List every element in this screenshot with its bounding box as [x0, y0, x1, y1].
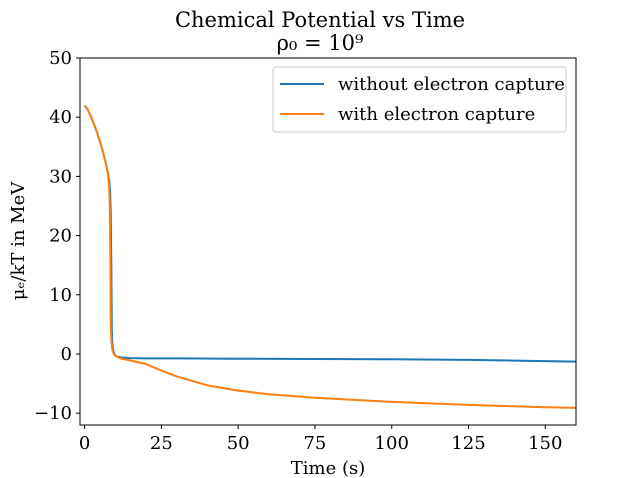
x-tick-label: 50 [227, 433, 250, 454]
series-line-with-electron-capture [83, 104, 577, 409]
y-tick-label: 30 [49, 166, 72, 187]
legend-frame [272, 66, 567, 133]
x-axis-label: Time (s) [291, 458, 366, 478]
chart-subtitle: ρ₀ = 10⁹ [277, 31, 364, 55]
series-line-without-electron-capture [83, 104, 577, 363]
x-tick-label: 100 [375, 433, 409, 454]
y-tick-label: 20 [49, 226, 72, 247]
x-tick-label: 0 [79, 433, 90, 454]
x-tick-label: 25 [150, 433, 173, 454]
y-axis-label: μₑ/kT in MeV [8, 181, 29, 301]
y-tick-label: 50 [49, 48, 72, 69]
chart-title: Chemical Potential vs Time [175, 8, 465, 32]
x-tick-label: 75 [303, 433, 326, 454]
series-layer [83, 104, 577, 409]
y-tick-label: 40 [49, 107, 72, 128]
x-tick-label: 125 [451, 433, 485, 454]
y-tick-label: 10 [49, 285, 72, 306]
plot-area [79, 57, 577, 426]
plot-frame [79, 57, 577, 426]
y-axis: −10 0 10 20 30 40 50 [34, 48, 80, 424]
legend: without electron capture with electron c… [272, 66, 567, 133]
x-tick-label: 150 [528, 433, 562, 454]
legend-label-with-electron-capture: with electron capture [338, 104, 535, 125]
y-tick-label: −10 [34, 403, 72, 424]
x-axis: 0 25 50 75 100 125 150 [79, 425, 562, 454]
y-tick-label: 0 [61, 344, 72, 365]
legend-label-without-electron-capture: without electron capture [338, 74, 565, 95]
